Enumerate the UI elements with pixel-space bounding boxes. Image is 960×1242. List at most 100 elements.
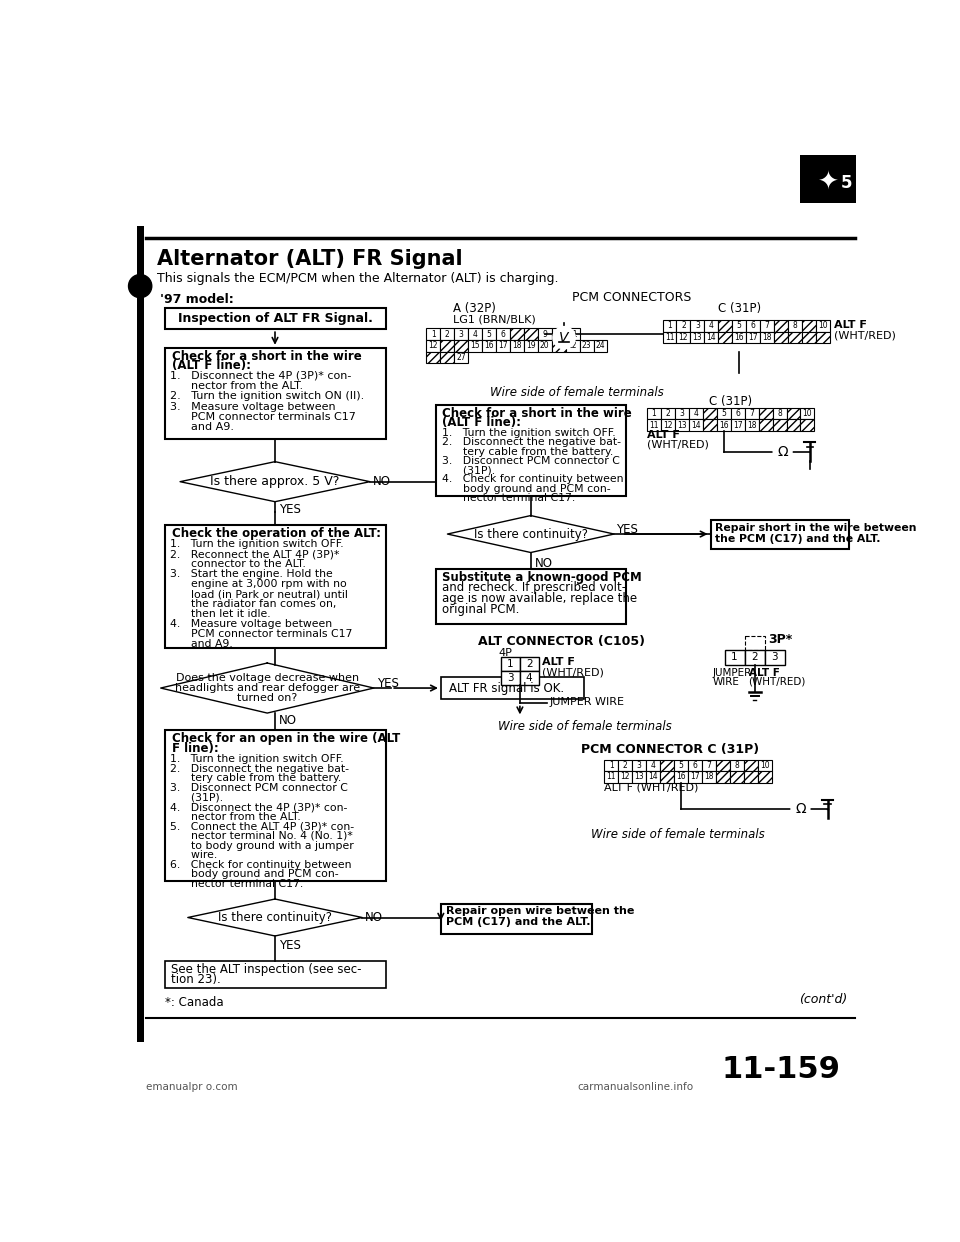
Text: 6: 6 <box>735 409 740 419</box>
Bar <box>565 328 580 340</box>
Text: 11: 11 <box>568 329 577 339</box>
Bar <box>745 420 758 431</box>
Text: wire.: wire. <box>170 850 218 861</box>
Polygon shape <box>180 462 370 502</box>
Text: 3.   Disconnect PCM connector C: 3. Disconnect PCM connector C <box>170 782 348 792</box>
Bar <box>552 340 565 351</box>
Text: 20: 20 <box>540 342 549 350</box>
Text: headlights and rear defogger are: headlights and rear defogger are <box>175 683 360 693</box>
Bar <box>744 760 757 771</box>
Bar <box>746 320 760 332</box>
Bar <box>618 760 633 771</box>
Bar <box>716 760 730 771</box>
Text: 4: 4 <box>651 761 656 770</box>
Bar <box>788 332 802 343</box>
Text: tery cable from the battery.: tery cable from the battery. <box>170 773 342 784</box>
Text: 5: 5 <box>841 174 852 193</box>
Text: 3: 3 <box>680 409 684 419</box>
Bar <box>758 407 773 420</box>
Bar <box>801 407 814 420</box>
Bar <box>802 320 816 332</box>
Bar <box>440 351 454 363</box>
Text: C (31P): C (31P) <box>709 395 753 409</box>
Text: 17: 17 <box>732 421 742 430</box>
Bar <box>633 771 646 782</box>
Text: (WHT/RED): (WHT/RED) <box>541 668 604 678</box>
Text: 17: 17 <box>749 333 758 342</box>
Text: 4.   Measure voltage between: 4. Measure voltage between <box>170 619 332 630</box>
Bar <box>731 407 745 420</box>
Text: 12: 12 <box>620 773 630 781</box>
Bar <box>773 407 786 420</box>
Bar <box>688 760 702 771</box>
Circle shape <box>129 274 152 298</box>
Text: YES: YES <box>278 503 300 515</box>
Text: (WHT/RED): (WHT/RED) <box>647 440 708 450</box>
Text: 7: 7 <box>765 322 770 330</box>
Text: 18: 18 <box>747 421 756 430</box>
Bar <box>440 328 454 340</box>
Text: engine at 3,000 rpm with no: engine at 3,000 rpm with no <box>170 579 348 589</box>
Text: JUMPER WIRE: JUMPER WIRE <box>549 697 624 707</box>
Text: ALT FR signal is OK.: ALT FR signal is OK. <box>448 682 564 694</box>
Bar <box>552 328 565 340</box>
Bar <box>675 420 689 431</box>
Text: 23: 23 <box>582 342 591 350</box>
Text: connector to the ALT.: connector to the ALT. <box>170 559 306 569</box>
Text: Wire side of female terminals: Wire side of female terminals <box>498 720 672 733</box>
Text: to body ground with a jumper: to body ground with a jumper <box>170 841 354 851</box>
Bar <box>801 420 814 431</box>
Bar <box>660 407 675 420</box>
Text: 10: 10 <box>803 409 812 419</box>
Text: 3.   Start the engine. Hold the: 3. Start the engine. Hold the <box>170 569 333 579</box>
Bar <box>660 771 674 782</box>
Polygon shape <box>188 899 362 936</box>
Text: 16: 16 <box>719 421 729 430</box>
Bar <box>426 351 440 363</box>
Bar <box>689 420 703 431</box>
Text: 3: 3 <box>459 329 464 339</box>
Text: 2: 2 <box>526 660 533 669</box>
Text: See the ALT inspection (see sec-: See the ALT inspection (see sec- <box>171 964 362 976</box>
Bar <box>436 569 626 625</box>
Text: 18: 18 <box>705 773 713 781</box>
Text: 6: 6 <box>500 329 505 339</box>
Text: 1: 1 <box>667 322 672 330</box>
Text: Alternator (ALT) FR Signal: Alternator (ALT) FR Signal <box>157 250 463 270</box>
Text: C (31P): C (31P) <box>718 302 761 315</box>
Text: 5: 5 <box>721 409 726 419</box>
Text: 4P: 4P <box>498 647 512 657</box>
Text: 6.   Check for continuity between: 6. Check for continuity between <box>170 859 352 869</box>
Polygon shape <box>447 515 614 553</box>
Bar <box>675 407 689 420</box>
Bar <box>705 320 718 332</box>
Text: 4.   Check for continuity between: 4. Check for continuity between <box>443 474 624 484</box>
Text: 7: 7 <box>707 761 711 770</box>
Text: JUMPER: JUMPER <box>713 668 752 678</box>
Bar <box>662 320 677 332</box>
Bar <box>774 320 788 332</box>
Text: Repair short in the wire between: Repair short in the wire between <box>715 523 917 533</box>
Bar <box>717 420 731 431</box>
Text: 9: 9 <box>542 329 547 339</box>
Text: ALT CONNECTOR (C105): ALT CONNECTOR (C105) <box>478 636 645 648</box>
Text: NO: NO <box>373 476 391 488</box>
Text: nector from the ALT.: nector from the ALT. <box>170 811 301 822</box>
Text: NO: NO <box>535 556 553 570</box>
Bar <box>705 332 718 343</box>
Text: WIRE: WIRE <box>713 677 740 687</box>
Text: 15: 15 <box>470 342 480 350</box>
Text: 5: 5 <box>679 761 684 770</box>
Text: ALT F: ALT F <box>834 319 867 329</box>
Bar <box>633 760 646 771</box>
Text: (ALT F line):: (ALT F line): <box>172 359 251 371</box>
Bar <box>593 340 608 351</box>
Bar <box>454 351 468 363</box>
Bar <box>674 771 688 782</box>
Text: 3: 3 <box>507 673 514 683</box>
Bar <box>786 407 801 420</box>
Text: 11-159: 11-159 <box>722 1054 841 1084</box>
Bar <box>538 328 552 340</box>
Text: NO: NO <box>366 910 383 924</box>
Text: and A9.: and A9. <box>170 640 233 650</box>
